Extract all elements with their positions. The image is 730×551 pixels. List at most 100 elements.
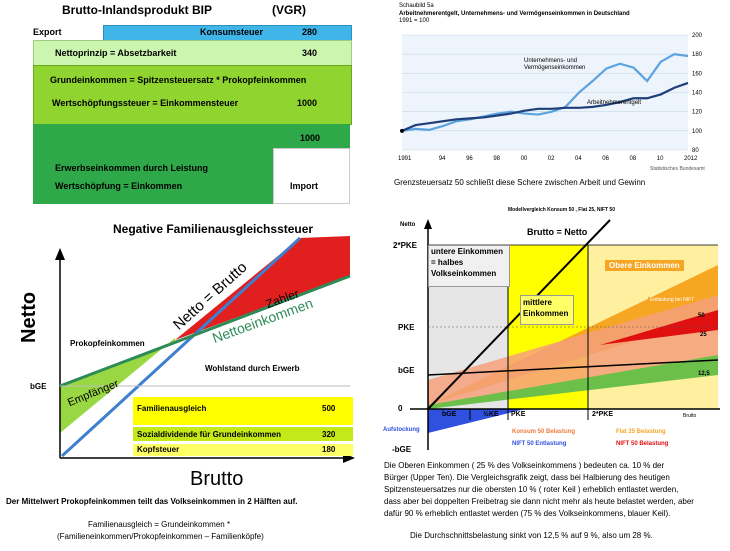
series-line-arbeitnehmer [401,81,689,132]
bge-label: bGE [30,382,47,391]
konsumsteuer-label: Konsumsteuer [200,27,264,37]
green-area [428,355,718,409]
x-tick-label: 04 [575,156,582,162]
brutto-axis-label: Brutto [190,468,244,490]
family-text-1: Der Mittelwert Prokopfeinkommen teilt da… [6,497,298,506]
erwerbseinkommen-block [33,124,350,148]
export-label: Export [33,27,62,37]
legend-konsum: Konsum 50 Belastung [512,429,576,435]
legend-flat: Flat 25 Belastung [616,429,666,435]
netto-axis-label: Netto [18,291,40,343]
bge-line [427,359,719,376]
familienausgleich-label: Familienausgleich [137,404,207,413]
mittlere-1: mittlere [523,298,552,307]
series-label-unternehmen-2: Vermögenseinkommen [524,65,586,71]
x-tick-label: 08 [630,156,637,162]
y-tick-label: 160 [692,71,703,77]
x-tick-label: 96 [466,156,473,162]
y-bge: bGE [398,366,415,375]
x-pke: PKE [511,411,526,418]
sozialdividende-value: 320 [322,430,336,439]
red-keil [600,310,718,345]
nettoprinzip-bar [33,40,352,66]
v125: 12,5 [698,371,710,377]
y-tick-label: 80 [692,148,699,154]
untere-2: = halbes [431,258,464,267]
model-text-6: Die Durchschnittsbelastung sinkt von 12,… [410,531,653,540]
mittlere-2: Einkommen [523,309,569,318]
import-label: Import [290,181,318,191]
y-pke2: 2*PKE [393,241,418,250]
y-axis-arrow [424,219,432,229]
series-label-unternehmen: Unternehmens- und [524,58,578,64]
v50: 50 [698,313,705,319]
x-tick-label: 02 [548,156,555,162]
chart-caption: Grenzsteuersatz 50 schließt diese Schere… [394,178,646,187]
mittlere-box [520,295,574,325]
obere-label: Obere Einkommen [605,260,684,271]
x-halfpke: ½KE [483,411,499,418]
netto-label: Netto [400,222,416,228]
model-text-1: Die Oberen Einkommen ( 25 % des Volksein… [384,461,665,470]
family-text-2: Familienausgleich = Grundeinkommen * [88,520,231,529]
y-pke: PKE [398,323,415,332]
prokopf-label: Prokopfeinkommen [70,339,145,348]
nettoprinzip-value: 340 [302,48,318,58]
wohlstand-label: Wohlstand durch Erwerb [205,364,300,373]
model-comparison: Modellvergleich Konsum 50 , Flat 25, NIF… [370,205,730,551]
sozialdividende-label: Sozialdividende für Grundeinkommen [137,430,282,439]
model-text-4: dass aber bei doppelten Freibetrag sie d… [384,497,694,506]
v25: 25 [700,332,707,338]
legend-nift-belastung: NIFT 50 Belastung [616,441,669,447]
nettoeinkommen-line [59,274,351,388]
grundeinkommen-label: Grundeinkommen = Spitzensteuersatz * Pro… [50,75,307,85]
erwerbseinkommen-value: 1000 [300,133,321,143]
family-tax-svg [55,236,355,463]
untere-3: Volkseinkommen [431,269,497,278]
kopfsteuer-value: 180 [322,445,336,454]
chart-schaubild: Schaubild 5a [399,3,434,9]
import-box [273,148,350,204]
model-title: Modellvergleich Konsum 50 , Flat 25, NIF… [508,207,615,213]
wertschoepfungssteuer-value: 1000 [297,98,318,108]
x-tick-label: 00 [521,156,528,162]
kopfsteuer-bar [133,444,353,456]
family-text-3: (Familieneinkommen/Prokopfeinkommen – Fa… [57,532,264,541]
model-svg [410,219,720,450]
y-tick-label: 140 [692,91,703,97]
model-text-2: Bürger (Upper Ten). Die Vergleichsgrafik… [384,473,670,482]
x-brutto: Brutto [683,413,697,419]
bip-diagram: Brutto-Inlandsprodukt BIP (VGR) Export K… [0,0,365,210]
erwerbseinkommen-label: Erwerbseinkommen durch Leistung [55,163,209,173]
brutto-netto-label: Brutto = Netto [527,227,588,237]
y-tick-label: 100 [692,129,703,135]
familienausgleich-bar [133,397,353,425]
familienausgleich-value: 500 [322,404,336,413]
start-point [400,128,404,133]
konsum-area [428,295,718,405]
wertschoepfungssteuer-label: Wertschöpfungssteuer = Einkommensteuer [52,98,239,108]
x-tick-label: 10 [657,156,664,162]
nift-entlastung-area [428,409,525,433]
y-tick-label: 120 [692,110,703,116]
model-text-5: dafür 90 % erheblich entlastet werden (7… [384,509,671,518]
brutto-netto-line [427,219,611,410]
y-zero: 0 [398,404,403,413]
untere-1: untere Einkommen [431,247,504,256]
x-tick-label: 2012 [684,156,698,162]
x-2pke: 2*PKE [592,411,614,418]
line-chart-svg: 80 100 120 140 160 180 200 1991 94 96 98 00 02 04 06 08… [398,33,703,162]
bip-vgr: (VGR) [272,3,306,17]
konsumsteuer-value: 280 [302,27,318,37]
income-chart: Schaubild 5a Arbeitnehmerentgelt, Untern… [372,0,730,195]
family-title: Negative Familienausgleichssteuer [113,222,314,236]
x-tick-label: 1991 [398,156,412,162]
x-tick-label: 94 [439,156,446,162]
x-tick-label: 98 [493,156,500,162]
x-bge: bGE [442,411,457,418]
chart-subtitle: 1991 = 100 [399,18,430,24]
y-axis-arrow [55,248,65,260]
model-text-3: Spitzensteuersatzes nur die obersten 10 … [384,485,679,494]
untere-box [428,245,510,287]
sozialdividende-bar [133,427,353,441]
